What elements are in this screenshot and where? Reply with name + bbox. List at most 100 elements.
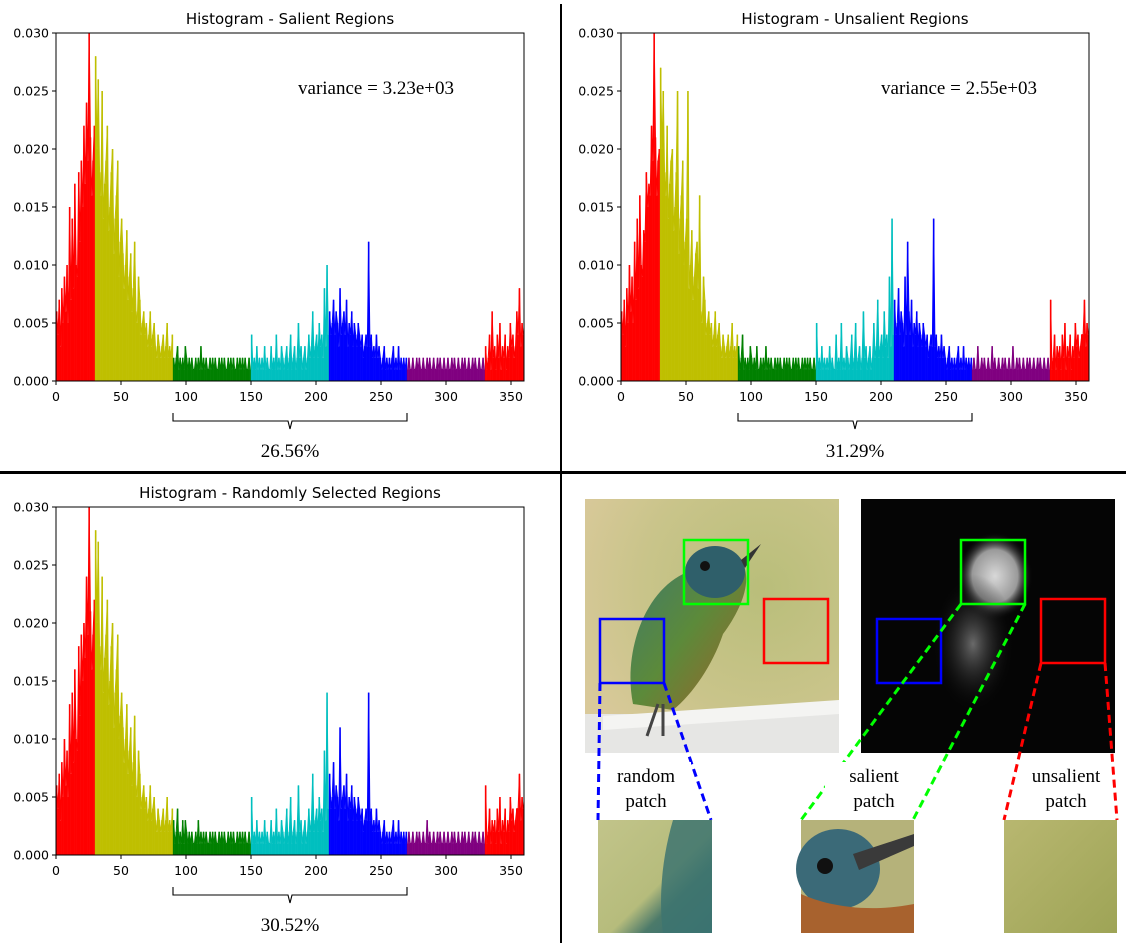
- y-tick-label: 0.010: [13, 732, 49, 747]
- x-tick-label: 150: [239, 863, 263, 878]
- histogram-outline: [485, 773, 524, 844]
- histogram-unsalient-chart: Histogram - Unsalient Regions 0 50 100 150 20…: [578, 10, 1090, 462]
- histogram-outline: [56, 32, 95, 347]
- histogram-outline: [407, 820, 485, 844]
- x-tick-label: 350: [499, 389, 523, 404]
- histogram-outline: [660, 67, 738, 358]
- x-tick-label: 0: [617, 389, 625, 404]
- histogram-bars: [55, 506, 525, 855]
- y-tick-label: 0.005: [13, 316, 49, 331]
- y-tick-label: 0.005: [578, 316, 614, 331]
- x-tick-label: 100: [174, 863, 198, 878]
- x-tick-label: 200: [304, 389, 328, 404]
- histogram-bars: [620, 32, 1090, 381]
- y-tick-label: 0.030: [578, 26, 614, 41]
- histogram-outline: [329, 241, 407, 370]
- unsalient-patch-label-line1: unsalient: [1032, 766, 1101, 787]
- histogram-bars: [55, 32, 525, 381]
- y-tick-label: 0.020: [13, 616, 49, 631]
- salient-box-map: [959, 538, 1027, 606]
- unsalient-connector-right: [1103, 662, 1119, 821]
- y-tick-label: 0.015: [13, 200, 49, 215]
- x-tick-label: 0: [52, 863, 60, 878]
- salient-patch-label-line2: patch: [853, 791, 895, 812]
- histogram-outline: [972, 346, 1050, 370]
- horizontal-divider: [0, 471, 1126, 474]
- histogram-outline: [173, 808, 251, 844]
- x-tick-label: 250: [934, 389, 958, 404]
- range-brace: [737, 413, 973, 430]
- histogram-outline: [407, 357, 485, 370]
- brace-percentage-label: 31.29%: [826, 441, 885, 462]
- y-tick-label: 0.020: [13, 142, 49, 157]
- unsalient-patch-image: [1004, 820, 1117, 933]
- histogram-outline: [485, 288, 524, 370]
- random-connector-right: [662, 682, 713, 821]
- chart-title: Histogram - Salient Regions: [186, 10, 395, 28]
- x-tick-label: 300: [999, 389, 1023, 404]
- random-connector-left: [596, 682, 602, 821]
- salient-box: [682, 538, 750, 606]
- x-tick-label: 150: [804, 389, 828, 404]
- y-tick-label: 0.015: [578, 200, 614, 215]
- histogram-salient-chart: Histogram - Salient Regions 0 50 100 150 200 2…: [13, 10, 525, 462]
- x-tick-label: 200: [869, 389, 893, 404]
- unsalient-patch-label-line2: patch: [1045, 791, 1087, 812]
- x-tick-label: 150: [239, 389, 263, 404]
- histogram-random-chart: Histogram - Randomly Selected Regions 0 50…: [13, 484, 525, 936]
- bird-photo: [585, 499, 839, 753]
- histogram-outline: [621, 32, 660, 347]
- unsalient-connector-left: [1002, 662, 1043, 821]
- brace-percentage-label: 30.52%: [261, 915, 320, 936]
- range-brace: [172, 887, 408, 904]
- saliency-map: [861, 499, 1115, 753]
- histogram-outline: [251, 692, 329, 844]
- y-tick-label: 0.025: [13, 84, 49, 99]
- y-tick-label: 0.025: [578, 84, 614, 99]
- chart-title: Histogram - Unsalient Regions: [741, 10, 968, 28]
- brace-percentage-label: 26.56%: [261, 441, 320, 462]
- salient-connector-right: [911, 603, 1027, 821]
- x-tick-label: 0: [52, 389, 60, 404]
- y-tick-label: 0.015: [13, 674, 49, 689]
- chart-title: Histogram - Randomly Selected Regions: [139, 484, 441, 502]
- random-patch-label-line1: random: [617, 766, 675, 787]
- salient-patch-label-line1: salient: [849, 766, 899, 787]
- y-tick-label: 0.010: [13, 258, 49, 273]
- histogram-outline: [251, 264, 329, 370]
- random-box-map: [875, 617, 943, 685]
- unsalient-box-map: [1039, 597, 1107, 665]
- x-tick-label: 350: [1064, 389, 1088, 404]
- y-tick-label: 0.030: [13, 26, 49, 41]
- x-tick-label: 250: [369, 389, 393, 404]
- x-tick-label: 50: [113, 863, 129, 878]
- random-patch-image: [598, 820, 712, 933]
- histogram-outline: [95, 530, 173, 832]
- variance-annotation: variance = 3.23e+03: [298, 78, 454, 99]
- bird-saliency-illustration: random patch salient patch unsalient pat…: [585, 499, 1119, 933]
- x-tick-label: 300: [434, 863, 458, 878]
- y-tick-label: 0.030: [13, 500, 49, 515]
- x-tick-label: 200: [304, 863, 328, 878]
- y-tick-label: 0.000: [578, 374, 614, 389]
- random-patch-label-line2: patch: [625, 791, 667, 812]
- histogram-outline: [738, 334, 816, 370]
- x-tick-label: 50: [113, 389, 129, 404]
- range-brace: [172, 413, 408, 430]
- x-tick-label: 350: [499, 863, 523, 878]
- x-tick-label: 300: [434, 389, 458, 404]
- histogram-outline: [173, 346, 251, 370]
- random-box: [598, 617, 666, 685]
- histogram-outline: [329, 692, 407, 844]
- y-tick-label: 0.000: [13, 848, 49, 863]
- y-tick-label: 0.010: [578, 258, 614, 273]
- variance-annotation: variance = 2.55e+03: [881, 78, 1037, 99]
- x-tick-label: 250: [369, 863, 393, 878]
- histogram-outline: [1050, 299, 1089, 370]
- x-tick-label: 50: [678, 389, 694, 404]
- y-tick-label: 0.025: [13, 558, 49, 573]
- y-tick-label: 0.020: [578, 142, 614, 157]
- salient-patch-image: [796, 820, 914, 933]
- histogram-outline: [56, 506, 95, 821]
- y-tick-label: 0.000: [13, 374, 49, 389]
